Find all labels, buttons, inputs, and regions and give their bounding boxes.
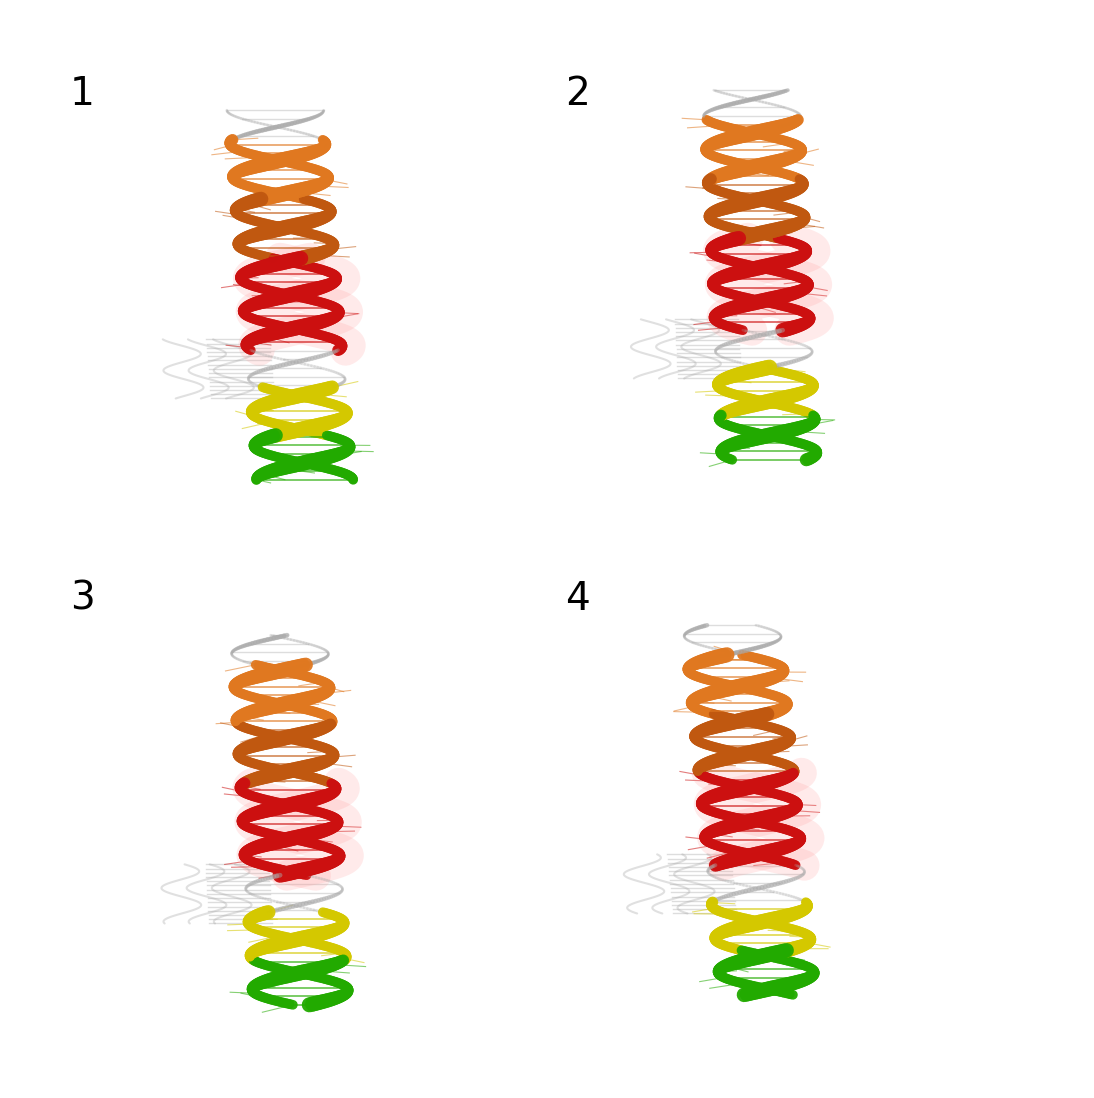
Text: 1: 1 [70,75,95,113]
Text: 3: 3 [70,580,95,618]
Text: 2: 2 [565,75,590,113]
Text: 4: 4 [565,580,590,618]
